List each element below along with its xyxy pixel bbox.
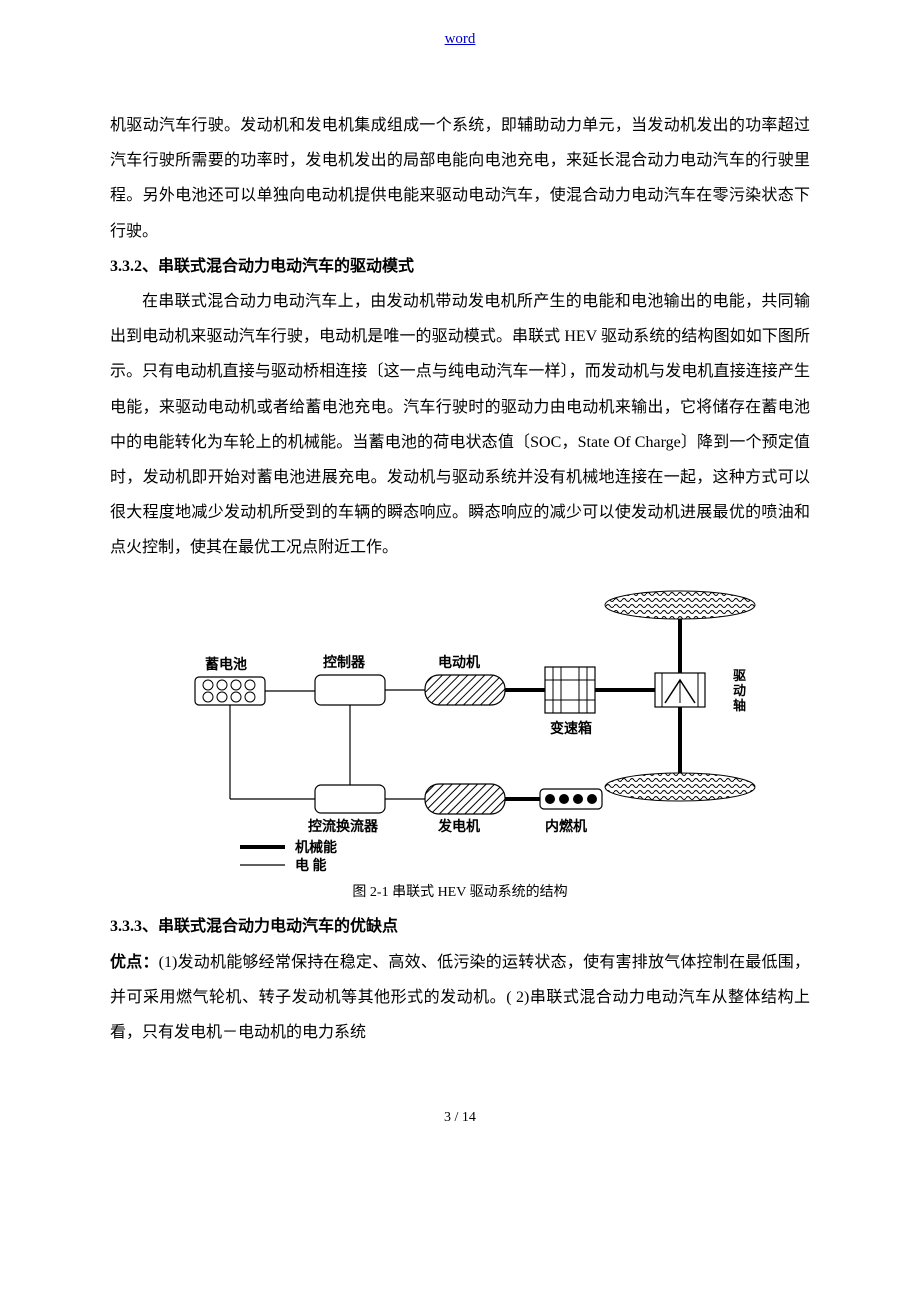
figure-caption: 图 2-1 串联式 HEV 驱动系统的结构	[110, 881, 810, 901]
paragraph-332: 在串联式混合动力电动汽车上，由发动机带动发电机所产生的电能和电池输出的电能，共同…	[110, 284, 810, 566]
drive-axle-label-1: 驱	[733, 668, 746, 683]
header-link[interactable]: word	[110, 30, 810, 48]
ice-icon	[540, 789, 602, 809]
page-footer: 3 / 14	[110, 1110, 810, 1126]
ice-label: 内燃机	[545, 818, 587, 835]
heading-332: 3.3.2、串联式混合动力电动汽车的驱动模式	[110, 249, 810, 284]
heading-333: 3.3.3、串联式混合动力电动汽车的优缺点	[110, 909, 810, 944]
advantages-prefix: 优点：	[110, 954, 159, 971]
gearbox-label: 变速箱	[550, 720, 592, 737]
differential-icon	[655, 673, 705, 707]
legend: 机械能 too date 电 能	[240, 839, 337, 874]
inverter-label: 控流换流器	[308, 818, 379, 835]
controller-box	[315, 675, 385, 705]
wheel-top-icon	[605, 591, 755, 619]
legend-elec-label: 电 能	[295, 857, 327, 874]
paragraph-333: 优点：(1)发动机能够经常保持在稳定、高效、低污染的运转状态，使有害排放气体控制…	[110, 945, 810, 1051]
figure-series-hev: 驱 动 轴 变速箱 电动机	[110, 585, 810, 875]
battery-icon	[195, 677, 265, 705]
gearbox-icon	[545, 667, 595, 713]
drive-axle-label-2: 动	[733, 683, 746, 698]
drive-axle-label-3: 轴	[733, 698, 746, 713]
inverter-box	[315, 785, 385, 813]
advantages-body: (1)发动机能够经常保持在稳定、高效、低污染的运转状态，使有害排放气体控制在最低…	[110, 954, 810, 1041]
motor-label: 电动机	[438, 654, 480, 671]
legend-mech-label: 机械能	[295, 839, 337, 856]
wheel-bottom-icon	[605, 773, 755, 801]
hev-diagram-svg: 驱 动 轴 变速箱 电动机	[150, 585, 770, 875]
motor-icon	[425, 675, 505, 705]
generator-icon	[425, 784, 505, 814]
generator-label: 发电机	[437, 818, 480, 835]
battery-label: 蓄电池	[205, 656, 247, 673]
controller-label: 控制器	[323, 654, 366, 671]
intro-paragraph: 机驱动汽车行驶。发动机和发电机集成组成一个系统，即辅助动力单元，当发动机发出的功…	[110, 108, 810, 249]
header-link-text: word	[445, 31, 476, 47]
